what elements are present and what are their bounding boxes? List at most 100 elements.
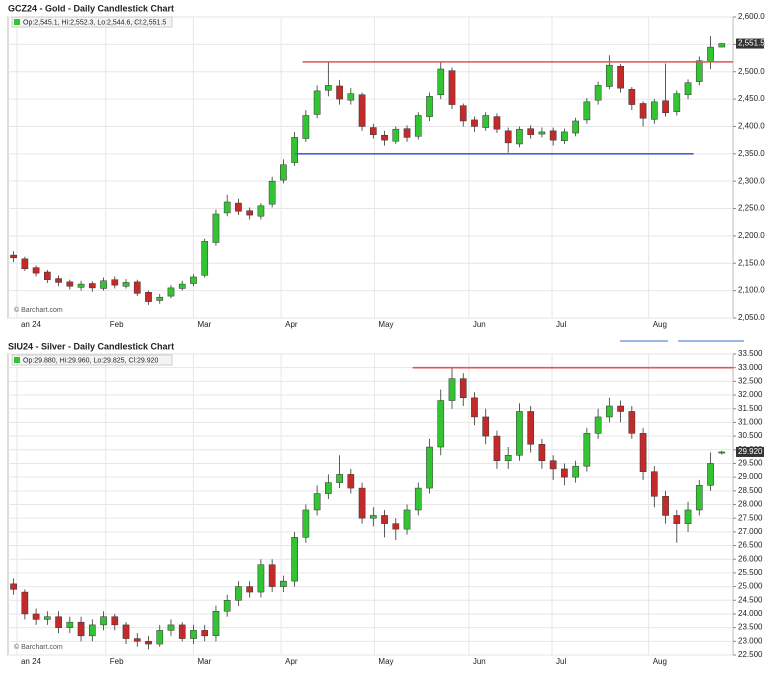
- candle-body: [583, 433, 591, 467]
- y-tick-label: 2,350.0: [738, 149, 765, 158]
- x-tick-label: Aug: [653, 657, 667, 666]
- candle-body: [66, 281, 74, 287]
- candle-body: [650, 471, 658, 497]
- candle-body: [223, 201, 231, 214]
- candle-body: [459, 378, 467, 399]
- candle-body: [235, 586, 242, 601]
- y-tick-label: 28.000: [738, 500, 763, 509]
- candle-body: [178, 283, 186, 289]
- candle-body: [437, 400, 445, 448]
- last-price-tag: [736, 446, 764, 457]
- candle-body: [257, 564, 265, 593]
- candle-body: [403, 128, 411, 138]
- candle-body: [381, 515, 388, 524]
- chart-title: GCZ24 - Gold - Daily Candlestick Chart: [8, 3, 174, 13]
- candle-body: [77, 621, 85, 637]
- source: © Barchart.com: [14, 306, 63, 314]
- candle-body: [291, 537, 298, 582]
- source: © Barchart.com: [14, 643, 63, 651]
- candle-body: [392, 523, 400, 530]
- y-tick-label: 2,150.0: [738, 258, 765, 267]
- y-tick-label: 31.500: [738, 404, 763, 413]
- candle-body: [133, 638, 141, 642]
- x-tick-label: Feb: [110, 657, 124, 666]
- candle-body: [594, 416, 602, 434]
- candle-body: [111, 616, 119, 626]
- candle-body: [572, 120, 579, 134]
- y-tick-label: 22.500: [738, 650, 763, 659]
- candle-body: [280, 164, 287, 181]
- candle-body: [44, 271, 51, 280]
- x-tick-label: Mar: [197, 320, 211, 329]
- x-tick-label: May: [378, 320, 393, 329]
- candle-body: [178, 624, 186, 639]
- candle-body: [538, 131, 546, 135]
- info-swatch: [14, 357, 20, 363]
- candle-body: [325, 85, 332, 91]
- y-tick-label: 23.000: [738, 636, 763, 645]
- y-tick-label: 32.500: [738, 376, 763, 385]
- candle-body: [493, 435, 501, 461]
- candle-body: [145, 292, 152, 302]
- candle-body: [695, 60, 703, 82]
- candle-body: [639, 103, 647, 119]
- candle-body: [201, 630, 209, 637]
- x-tick-label: Feb: [110, 320, 124, 329]
- candle-body: [32, 267, 40, 274]
- y-tick-label: 2,400.0: [738, 122, 765, 131]
- candle-body: [358, 487, 366, 519]
- candle-body: [302, 509, 310, 538]
- candle-body: [459, 105, 467, 122]
- y-tick-label: 26.000: [738, 554, 763, 563]
- candle-body: [482, 416, 490, 437]
- candle-body: [10, 583, 17, 590]
- candle-body: [133, 281, 141, 294]
- candle-body: [448, 70, 456, 105]
- candle-body: [414, 115, 422, 137]
- candle-body: [21, 258, 29, 269]
- candle-body: [347, 93, 355, 101]
- y-tick-label: 26.500: [738, 541, 763, 550]
- candle-body: [403, 509, 411, 530]
- candle-body: [358, 94, 366, 127]
- candle-body: [414, 487, 422, 511]
- candle-body: [55, 616, 62, 628]
- y-tick-label: 25.000: [738, 582, 763, 591]
- candle-body: [100, 616, 107, 626]
- y-tick-label: 2,500.0: [738, 67, 765, 76]
- candle-body: [21, 591, 29, 615]
- x-tick-label: Apr: [285, 320, 298, 329]
- candle-body: [684, 509, 692, 524]
- candle-body: [504, 454, 512, 461]
- candle-body: [246, 210, 254, 216]
- candle-body: [561, 468, 568, 478]
- candle-body: [684, 82, 692, 95]
- candle-body: [347, 474, 355, 489]
- candle-body: [32, 613, 40, 620]
- candle-body: [549, 130, 557, 141]
- y-tick-label: 31.000: [738, 418, 763, 427]
- candle-body: [617, 405, 624, 412]
- y-tick-label: 2,300.0: [738, 176, 765, 185]
- candle-body: [156, 630, 164, 645]
- candle-body: [111, 279, 119, 286]
- y-tick-label: 2,100.0: [738, 286, 765, 295]
- candle-body: [313, 90, 321, 115]
- y-tick-label: 24.000: [738, 609, 763, 618]
- info-swatch: [14, 19, 20, 25]
- candle-body: [617, 66, 624, 89]
- x-tick-label: Jun: [473, 657, 486, 666]
- candle-body: [88, 283, 96, 289]
- candle-body: [673, 93, 681, 112]
- candle-body: [212, 213, 220, 243]
- candle-body: [336, 474, 343, 483]
- candle-body: [673, 515, 681, 524]
- y-tick-label: 2,200.0: [738, 231, 765, 240]
- candle-body: [426, 446, 433, 489]
- candle-body: [167, 624, 175, 631]
- candle-body: [516, 411, 523, 456]
- candle-body: [583, 101, 591, 121]
- candle-body: [10, 254, 17, 259]
- candle-body: [527, 411, 535, 445]
